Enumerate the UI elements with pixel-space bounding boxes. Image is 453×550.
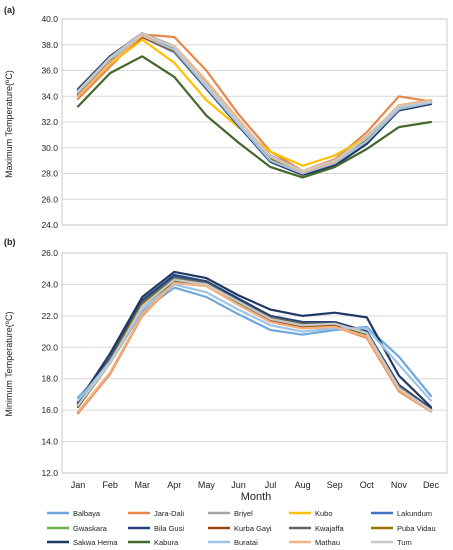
- panel-a-series-line-kabura: [76, 55, 433, 179]
- panel-a-y-tick-label: 34.0: [41, 91, 58, 101]
- panel-b-x-tick-label: Feb: [102, 480, 118, 490]
- legend-label-lakundum: Lakundum: [397, 509, 432, 518]
- legend: Balbaya Jara-Dali Briyel Kubo Lakundum Gwaska…: [47, 509, 436, 547]
- panel-a-series-line-puba-vidau: [76, 34, 433, 174]
- panel-a-plot-frame: [61, 18, 448, 226]
- panel-b-y-tick-label: 16.0: [41, 405, 58, 415]
- legend-label-kubo: Kubo: [315, 509, 333, 518]
- legend-label-tum: Tum: [397, 538, 412, 547]
- legend-label-puba-vidau: Puba Vidau: [397, 524, 436, 533]
- panel-a-y-tick-label: 38.0: [41, 40, 58, 50]
- legend-label-bila-gusi: Bila Gusi: [154, 524, 184, 533]
- legend-label-briyel: Briyel: [234, 509, 253, 518]
- panel-a-series-line-tum: [76, 32, 433, 172]
- panel-b-series-line-puba-vidau: [76, 278, 433, 412]
- panel-a-series-line-kurba-gayi: [76, 35, 433, 174]
- panel-a-series-line-lakundum: [76, 34, 433, 175]
- panel-b-x-tick-label: Nov: [391, 480, 408, 490]
- legend-label-gwaskara: Gwaskara: [73, 524, 108, 533]
- panel-b-x-tick-label: Jun: [231, 480, 246, 490]
- panel-a-series-line-kubo: [76, 38, 433, 167]
- legend-label-balbaya: Balbaya: [73, 509, 101, 518]
- panel-a-y-tick-label: 40.0: [41, 14, 58, 24]
- legend-label-kurba-gayi: Kurba Gayi: [234, 524, 272, 533]
- panel-b-x-tick-label: Apr: [167, 480, 181, 490]
- panel-b-series-line-kabura: [76, 280, 433, 412]
- panel-b-series-line-tum: [76, 278, 433, 412]
- panel-a-label: (a): [4, 5, 15, 15]
- panel-a-y-tick-label: 28.0: [41, 169, 58, 179]
- panel-b-y-tick-label: 20.0: [41, 342, 58, 352]
- panel-b-y-tick-label: 24.0: [41, 279, 58, 289]
- legend-label-mathau: Mathau: [315, 538, 340, 547]
- legend-label-kabura: Kabura: [154, 538, 179, 547]
- panel-b-x-tick-label: Mar: [134, 480, 150, 490]
- panel-b-y-tick-label: 18.0: [41, 374, 58, 384]
- panel-b-series-line-gwaskara: [76, 278, 433, 412]
- panel-a-series-line-kwajaffa: [76, 32, 433, 174]
- panel-a-series-line-balbaya: [76, 35, 433, 174]
- panel-b-series-line-briyel: [76, 278, 433, 412]
- panel-a-y-tick-label: 30.0: [41, 143, 58, 153]
- panel-b-x-tick-label: Jan: [71, 480, 86, 490]
- panel-b-y-tick-label: 12.0: [41, 468, 58, 478]
- panel-b-x-tick-label: Sep: [327, 480, 343, 490]
- legend-label-kwajaffa: Kwajaffa: [315, 524, 344, 533]
- panel-a-series-line-mathau: [76, 34, 433, 174]
- panel-b-series-line-mathau: [76, 281, 433, 413]
- panel-a-series-line-briyel: [76, 32, 433, 172]
- panel-b-y-axis-label: Minimum Temperature(ºC): [4, 311, 14, 416]
- panel-b-y-tick-label: 26.0: [41, 248, 58, 258]
- panel-b-series-line-kubo: [76, 277, 433, 410]
- panel-b-plot-frame: [61, 252, 448, 474]
- panel-a-y-axis-label: Maximum Temperature(ºC): [4, 70, 14, 178]
- legend-label-jara-dali: Jara-Dali: [154, 509, 184, 518]
- panel-b-series-line-buratai: [76, 283, 433, 402]
- panel-b-y-tick-label: 22.0: [41, 311, 58, 321]
- panel-b-label: (b): [4, 237, 16, 247]
- panel-b-x-tick-label: Dec: [423, 480, 440, 490]
- panel-b-min-temperature: (b) Minimum Temperature(ºC) Month 12.0 14…: [4, 237, 448, 503]
- panel-a-y-tick-label: 26.0: [41, 194, 58, 204]
- panel-b-x-tick-label: Jul: [265, 480, 277, 490]
- panel-b-x-axis-label: Month: [241, 491, 272, 503]
- panel-a-series-line-bila-gusi: [76, 33, 433, 175]
- panel-b-y-tick-label: 14.0: [41, 437, 58, 447]
- legend-label-buratai: Buratai: [234, 538, 258, 547]
- panel-b-series-line-sakwa-hema: [76, 270, 433, 409]
- panel-a-series-line-buratai: [76, 34, 433, 175]
- legend-label-sakwa-hema: Sakwa Hema: [73, 538, 118, 547]
- panel-b-series-line-kurba-gayi: [76, 280, 433, 412]
- panel-a-y-tick-label: 36.0: [41, 66, 58, 76]
- panel-a-series-line-jara-dali: [76, 33, 433, 172]
- panel-b-series-line-kwajaffa: [76, 277, 433, 412]
- panel-a-series-line-gwaskara: [76, 34, 433, 174]
- panel-b-x-tick-label: May: [198, 480, 216, 490]
- panel-b-x-tick-label: Aug: [295, 480, 311, 490]
- panel-a-max-temperature: (a) Maximum Temperature(ºC) 24.0 26.0 28.0…: [4, 5, 448, 230]
- panel-a-y-tick-label: 32.0: [41, 117, 58, 127]
- panel-b-x-tick-label: Oct: [360, 480, 375, 490]
- panel-a-y-tick-label: 24.0: [41, 220, 58, 230]
